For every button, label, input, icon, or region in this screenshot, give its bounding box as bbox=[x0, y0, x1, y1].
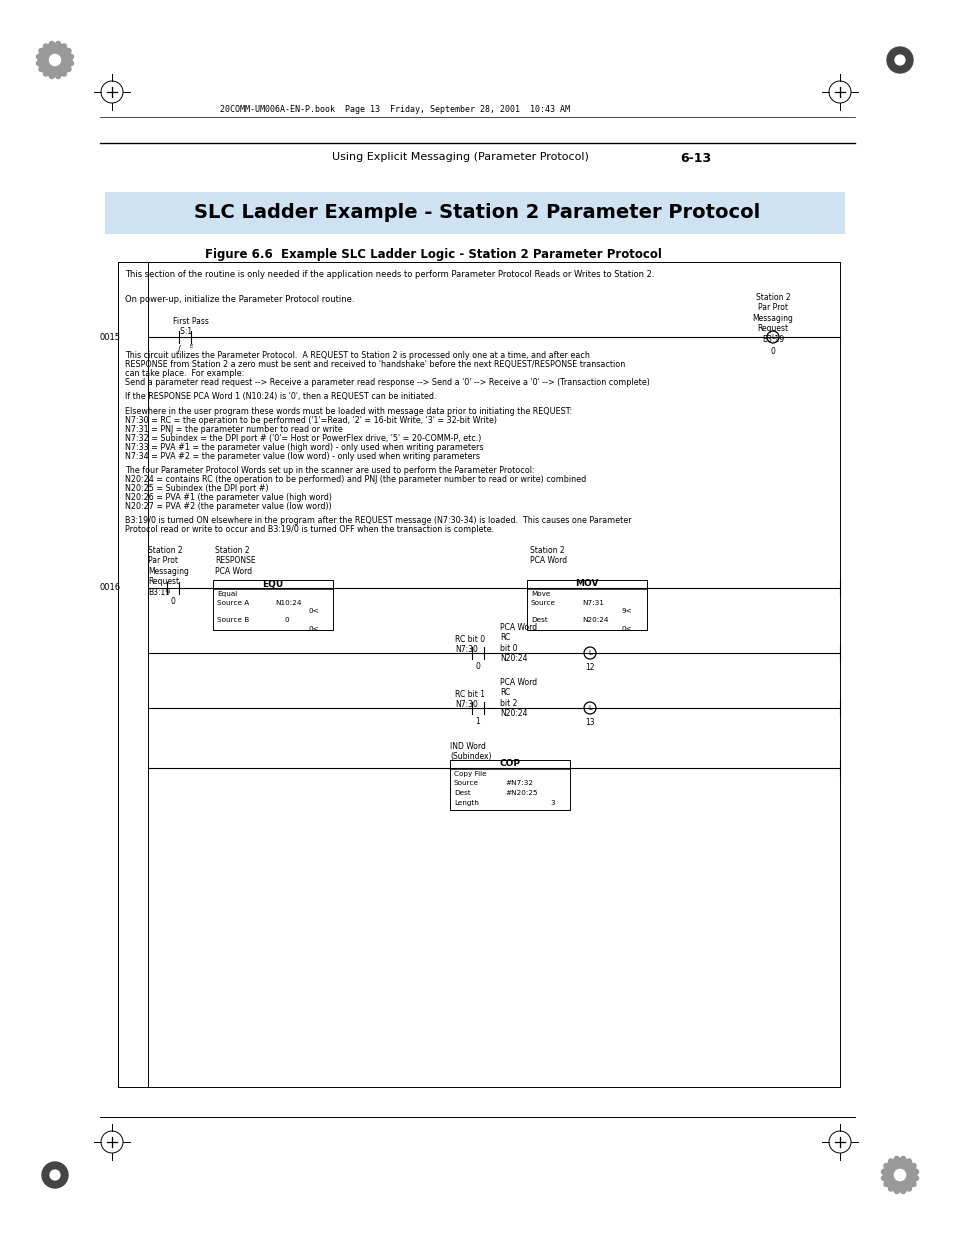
FancyBboxPatch shape bbox=[213, 580, 333, 630]
FancyBboxPatch shape bbox=[450, 760, 569, 810]
Text: Source: Source bbox=[454, 781, 478, 785]
Text: L: L bbox=[770, 333, 774, 340]
Text: Dest: Dest bbox=[454, 790, 470, 797]
Text: #N7:32: #N7:32 bbox=[504, 781, 533, 785]
Text: Station 2
PCA Word: Station 2 PCA Word bbox=[530, 546, 566, 566]
Text: Length: Length bbox=[454, 800, 478, 806]
Text: Dest: Dest bbox=[531, 618, 547, 622]
Text: EQU: EQU bbox=[262, 579, 283, 589]
Text: 0016: 0016 bbox=[100, 583, 121, 593]
Text: Equal: Equal bbox=[216, 592, 237, 597]
Text: Using Explicit Messaging (Parameter Protocol): Using Explicit Messaging (Parameter Prot… bbox=[332, 152, 588, 162]
Circle shape bbox=[50, 54, 61, 65]
Text: Move: Move bbox=[531, 592, 550, 597]
Circle shape bbox=[42, 1162, 68, 1188]
Text: This circuit utilizes the Parameter Protocol.  A REQUEST to Station 2 is process: This circuit utilizes the Parameter Prot… bbox=[125, 351, 589, 359]
Text: 0: 0 bbox=[171, 597, 175, 606]
Text: N7:30 = RC = the operation to be performed ('1'=Read, '2' = 16-bit Write, '3' = : N7:30 = RC = the operation to be perform… bbox=[125, 416, 497, 425]
Text: 0<: 0< bbox=[309, 608, 319, 614]
Text: N7:31 = PNJ = the parameter number to read or write: N7:31 = PNJ = the parameter number to re… bbox=[125, 425, 342, 433]
Text: Source: Source bbox=[531, 600, 556, 606]
Text: Protocol read or write to occur and B3:19/0 is turned OFF when the transaction i: Protocol read or write to occur and B3:1… bbox=[125, 525, 494, 534]
Text: N7:33 = PVA #1 = the parameter value (high word) - only used when writing parame: N7:33 = PVA #1 = the parameter value (hi… bbox=[125, 443, 483, 452]
Text: N20:26 = PVA #1 (the parameter value (high word): N20:26 = PVA #1 (the parameter value (hi… bbox=[125, 493, 332, 501]
Text: RC bit 0
N7:30: RC bit 0 N7:30 bbox=[455, 635, 485, 655]
Text: N20:24: N20:24 bbox=[581, 618, 608, 622]
Text: IND Word
(Subindex): IND Word (Subindex) bbox=[450, 742, 491, 762]
Text: N20:24 = contains RC (the operation to be performed) and PNJ (the parameter numb: N20:24 = contains RC (the operation to b… bbox=[125, 475, 586, 484]
Text: #N20:25: #N20:25 bbox=[504, 790, 537, 797]
Text: Station 2
RESPONSE
PCA Word: Station 2 RESPONSE PCA Word bbox=[214, 546, 255, 576]
Polygon shape bbox=[36, 42, 73, 79]
Text: RC bit 1
N7:30: RC bit 1 N7:30 bbox=[455, 690, 484, 709]
Text: N7:34 = PVA #2 = the parameter value (low word) - only used when writing paramet: N7:34 = PVA #2 = the parameter value (lo… bbox=[125, 452, 479, 461]
Text: N20:25 = Subindex (the DPI port #): N20:25 = Subindex (the DPI port #) bbox=[125, 484, 269, 493]
Text: 1: 1 bbox=[476, 718, 480, 726]
Text: The four Parameter Protocol Words set up in the scanner are used to perform the : The four Parameter Protocol Words set up… bbox=[125, 466, 534, 475]
Text: 0<: 0< bbox=[309, 626, 319, 632]
Circle shape bbox=[894, 1170, 904, 1181]
Text: 0: 0 bbox=[475, 662, 480, 671]
Text: RESPONSE from Station 2 a zero must be sent and received to 'handshake' before t: RESPONSE from Station 2 a zero must be s… bbox=[125, 359, 624, 369]
Text: E: E bbox=[189, 345, 193, 350]
Circle shape bbox=[886, 47, 912, 73]
Text: 0: 0 bbox=[770, 347, 775, 356]
FancyBboxPatch shape bbox=[105, 191, 844, 233]
Text: MOV: MOV bbox=[575, 579, 598, 589]
Text: PCA Word
RC
bit 0
N20:24: PCA Word RC bit 0 N20:24 bbox=[499, 622, 537, 663]
Text: COP: COP bbox=[499, 760, 520, 768]
Text: /: / bbox=[177, 345, 180, 353]
Text: 13: 13 bbox=[584, 718, 594, 727]
Text: N20:27 = PVA #2 (the parameter value (low word)): N20:27 = PVA #2 (the parameter value (lo… bbox=[125, 501, 332, 511]
Text: can take place.  For example:: can take place. For example: bbox=[125, 369, 244, 378]
Text: Station 2
Par Prot
Messaging
Request
B3:19: Station 2 Par Prot Messaging Request B3:… bbox=[752, 293, 793, 343]
Text: 12: 12 bbox=[584, 663, 594, 672]
Polygon shape bbox=[881, 1156, 918, 1193]
Text: L: L bbox=[587, 705, 591, 711]
Text: B3:19/0 is turned ON elsewhere in the program after the REQUEST message (N7:30-3: B3:19/0 is turned ON elsewhere in the pr… bbox=[125, 516, 631, 525]
Text: 0<: 0< bbox=[621, 626, 632, 632]
Text: Figure 6.6  Example SLC Ladder Logic - Station 2 Parameter Protocol: Figure 6.6 Example SLC Ladder Logic - St… bbox=[205, 248, 661, 261]
Text: N7:31: N7:31 bbox=[581, 600, 603, 606]
Text: 9<: 9< bbox=[621, 608, 632, 614]
Circle shape bbox=[894, 56, 904, 65]
Text: First Pass
   S:1: First Pass S:1 bbox=[172, 317, 209, 336]
Text: PCA Word
RC
bit 2
N20:24: PCA Word RC bit 2 N20:24 bbox=[499, 678, 537, 719]
Text: 3: 3 bbox=[550, 800, 554, 806]
Text: Source B: Source B bbox=[216, 618, 249, 622]
Text: Elsewhere in the user program these words must be loaded with message data prior: Elsewhere in the user program these word… bbox=[125, 408, 572, 416]
Text: Copy File: Copy File bbox=[454, 771, 486, 777]
Circle shape bbox=[50, 1170, 60, 1179]
Text: L: L bbox=[587, 650, 591, 656]
Text: N7:32 = Subindex = the DPI port # ('0'= Host or PowerFlex drive, '5' = 20-COMM-P: N7:32 = Subindex = the DPI port # ('0'= … bbox=[125, 433, 481, 443]
FancyBboxPatch shape bbox=[526, 580, 646, 630]
Text: 0: 0 bbox=[285, 618, 290, 622]
Text: Station 2
Par Prot
Messaging
Request
B3:19: Station 2 Par Prot Messaging Request B3:… bbox=[148, 546, 189, 597]
Text: If the RESPONSE PCA Word 1 (N10:24) is '0', then a REQUEST can be initiated.: If the RESPONSE PCA Word 1 (N10:24) is '… bbox=[125, 391, 436, 401]
Text: 0015: 0015 bbox=[100, 332, 121, 342]
Text: 20COMM-UM006A-EN-P.book  Page 13  Friday, September 28, 2001  10:43 AM: 20COMM-UM006A-EN-P.book Page 13 Friday, … bbox=[220, 105, 569, 114]
Text: Source A: Source A bbox=[216, 600, 249, 606]
Text: Send a parameter read request --> Receive a parameter read response --> Send a ': Send a parameter read request --> Receiv… bbox=[125, 378, 649, 387]
Text: SLC Ladder Example - Station 2 Parameter Protocol: SLC Ladder Example - Station 2 Parameter… bbox=[193, 204, 760, 222]
Text: N10:24: N10:24 bbox=[274, 600, 301, 606]
Text: This section of the routine is only needed if the application needs to perform P: This section of the routine is only need… bbox=[125, 270, 654, 279]
Text: 6-13: 6-13 bbox=[679, 152, 710, 165]
Text: On power-up, initialize the Parameter Protocol routine.: On power-up, initialize the Parameter Pr… bbox=[125, 295, 355, 304]
